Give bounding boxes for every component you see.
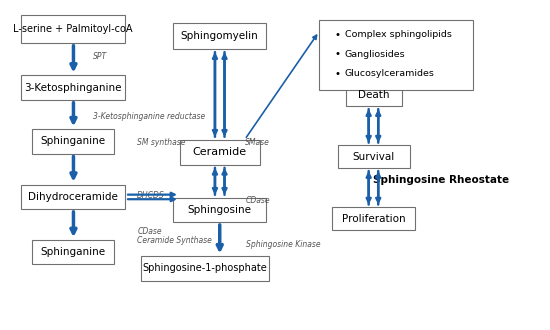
Text: SMase: SMase — [245, 138, 270, 147]
Text: 3-Ketosphinganine: 3-Ketosphinganine — [24, 82, 122, 93]
Text: •: • — [334, 49, 340, 59]
Text: CDase: CDase — [246, 196, 271, 205]
Text: Ceramide: Ceramide — [192, 147, 247, 157]
FancyBboxPatch shape — [21, 15, 125, 43]
Text: Gangliosides: Gangliosides — [345, 50, 405, 58]
Text: Sphingosine: Sphingosine — [188, 205, 251, 215]
FancyBboxPatch shape — [180, 140, 260, 165]
Text: SM synthase: SM synthase — [138, 138, 186, 147]
Text: L-serine + Palmitoyl-coA: L-serine + Palmitoyl-coA — [13, 24, 133, 34]
Text: Glucosylceramides: Glucosylceramides — [345, 69, 435, 78]
Text: Survival: Survival — [353, 152, 395, 162]
FancyBboxPatch shape — [173, 198, 266, 222]
Text: DHCDS: DHCDS — [138, 191, 165, 200]
Text: Complex sphingolipids: Complex sphingolipids — [345, 30, 452, 39]
FancyBboxPatch shape — [141, 256, 268, 281]
Text: Sphinganine: Sphinganine — [41, 136, 106, 147]
FancyBboxPatch shape — [173, 23, 266, 49]
Text: Sphingosine-1-phosphate: Sphingosine-1-phosphate — [142, 263, 267, 274]
FancyBboxPatch shape — [21, 184, 125, 209]
Text: Dihydroceramide: Dihydroceramide — [28, 192, 118, 202]
FancyBboxPatch shape — [346, 83, 402, 106]
Text: 3-Ketosphinganine reductase: 3-Ketosphinganine reductase — [93, 112, 205, 121]
Text: •: • — [334, 69, 340, 79]
Text: Sphingomyelin: Sphingomyelin — [180, 31, 258, 41]
Text: •: • — [334, 30, 340, 40]
FancyBboxPatch shape — [338, 146, 410, 168]
Text: Ceramide Synthase: Ceramide Synthase — [138, 236, 212, 245]
FancyBboxPatch shape — [32, 129, 114, 153]
Text: SPT: SPT — [93, 52, 107, 61]
Text: Proliferation: Proliferation — [342, 214, 405, 224]
Text: Sphingosine Kinase: Sphingosine Kinase — [246, 240, 321, 249]
Text: CDase: CDase — [138, 227, 162, 236]
Text: Sphingosine Rheostate: Sphingosine Rheostate — [373, 175, 510, 185]
FancyBboxPatch shape — [319, 20, 474, 90]
FancyBboxPatch shape — [21, 75, 125, 100]
Text: Death: Death — [358, 90, 389, 100]
Text: Sphinganine: Sphinganine — [41, 247, 106, 257]
FancyBboxPatch shape — [32, 240, 114, 264]
FancyBboxPatch shape — [333, 207, 415, 230]
